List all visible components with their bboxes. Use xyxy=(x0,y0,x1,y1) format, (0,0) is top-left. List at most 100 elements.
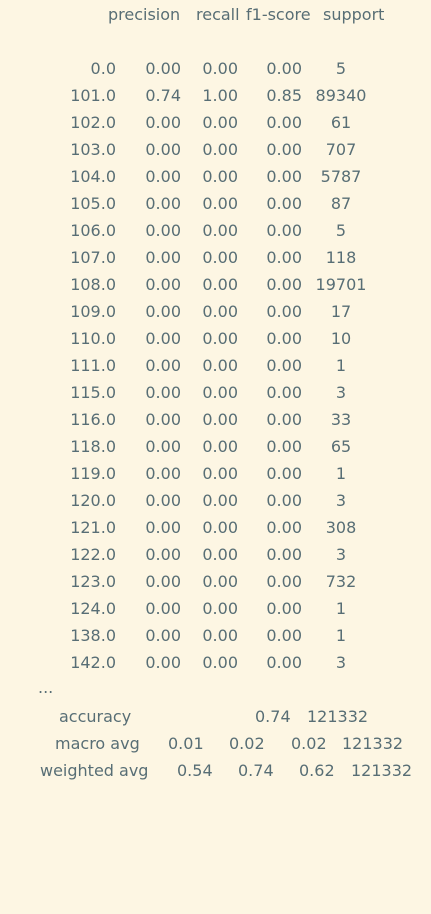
class-label: 124.0 xyxy=(70,599,116,618)
class-f1-score: 0.00 xyxy=(266,653,302,672)
class-label: 109.0 xyxy=(70,302,116,321)
class-f1-score: 0.00 xyxy=(266,113,302,132)
class-label: 123.0 xyxy=(70,572,116,591)
class-label: 108.0 xyxy=(70,275,116,294)
table-row: 142.0 0.00 0.00 0.00 3 xyxy=(0,652,431,674)
class-support: 118 xyxy=(325,248,357,267)
class-label: 106.0 xyxy=(70,221,116,240)
class-recall: 0.00 xyxy=(202,437,238,456)
class-recall: 0.00 xyxy=(202,518,238,537)
class-precision: 0.74 xyxy=(145,86,181,105)
class-label: 121.0 xyxy=(70,518,116,537)
class-f1-score: 0.00 xyxy=(266,437,302,456)
class-precision: 0.00 xyxy=(145,140,181,159)
class-recall: 0.00 xyxy=(202,653,238,672)
class-recall: 0.00 xyxy=(202,356,238,375)
class-f1-score: 0.00 xyxy=(266,356,302,375)
header-f1-score: f1-score xyxy=(246,5,311,24)
class-precision: 0.00 xyxy=(145,572,181,591)
table-row: 121.0 0.00 0.00 0.00 308 xyxy=(0,517,431,539)
weighted-avg-support: 121332 xyxy=(351,761,413,780)
macro-avg-support: 121332 xyxy=(342,734,404,753)
class-f1-score: 0.00 xyxy=(266,599,302,618)
class-f1-score: 0.00 xyxy=(266,572,302,591)
class-precision: 0.00 xyxy=(145,464,181,483)
class-support: 5 xyxy=(335,221,347,240)
class-label: 105.0 xyxy=(70,194,116,213)
class-support: 10 xyxy=(330,329,352,348)
weighted-avg-f1: 0.62 xyxy=(299,761,335,780)
macro-avg-f1: 0.02 xyxy=(291,734,327,753)
table-row: 107.0 0.00 0.00 0.00 118 xyxy=(0,247,431,269)
class-recall: 0.00 xyxy=(202,545,238,564)
class-precision: 0.00 xyxy=(145,383,181,402)
table-row: 138.0 0.00 0.00 0.00 1 xyxy=(0,625,431,647)
class-label: 118.0 xyxy=(70,437,116,456)
class-support: 3 xyxy=(335,383,347,402)
macro-avg-precision: 0.01 xyxy=(168,734,204,753)
class-recall: 0.00 xyxy=(202,491,238,510)
class-support: 1 xyxy=(335,626,347,645)
class-precision: 0.00 xyxy=(145,221,181,240)
class-recall: 0.00 xyxy=(202,599,238,618)
class-label: 116.0 xyxy=(70,410,116,429)
class-support: 5 xyxy=(335,59,347,78)
class-label: 111.0 xyxy=(70,356,116,375)
table-row: 102.0 0.00 0.00 0.00 61 xyxy=(0,112,431,134)
class-support: 61 xyxy=(330,113,352,132)
table-row: 108.0 0.00 0.00 0.00 19701 xyxy=(0,274,431,296)
class-precision: 0.00 xyxy=(145,599,181,618)
class-f1-score: 0.00 xyxy=(266,383,302,402)
macro-avg-recall: 0.02 xyxy=(229,734,265,753)
table-row: 115.0 0.00 0.00 0.00 3 xyxy=(0,382,431,404)
table-row: 110.0 0.00 0.00 0.00 10 xyxy=(0,328,431,350)
table-row: 109.0 0.00 0.00 0.00 17 xyxy=(0,301,431,323)
class-f1-score: 0.00 xyxy=(266,221,302,240)
class-recall: 0.00 xyxy=(202,59,238,78)
table-row: 104.0 0.00 0.00 0.00 5787 xyxy=(0,166,431,188)
class-recall: 0.00 xyxy=(202,275,238,294)
accuracy-row: accuracy 0.74 121332 xyxy=(0,706,431,728)
class-label: 115.0 xyxy=(70,383,116,402)
class-recall: 0.00 xyxy=(202,248,238,267)
class-precision: 0.00 xyxy=(145,491,181,510)
class-support: 1 xyxy=(335,356,347,375)
class-label: 107.0 xyxy=(70,248,116,267)
class-recall: 0.00 xyxy=(202,329,238,348)
weighted-avg-precision: 0.54 xyxy=(177,761,213,780)
class-precision: 0.00 xyxy=(145,59,181,78)
class-recall: 0.00 xyxy=(202,626,238,645)
class-label: 122.0 xyxy=(70,545,116,564)
class-support: 1 xyxy=(335,464,347,483)
class-precision: 0.00 xyxy=(145,167,181,186)
class-precision: 0.00 xyxy=(145,248,181,267)
class-support: 732 xyxy=(325,572,357,591)
table-row: 101.0 0.74 1.00 0.85 89340 xyxy=(0,85,431,107)
table-row: 105.0 0.00 0.00 0.00 87 xyxy=(0,193,431,215)
class-recall: 0.00 xyxy=(202,167,238,186)
class-label: 0.0 xyxy=(90,59,116,78)
class-support: 308 xyxy=(325,518,357,537)
table-row: 123.0 0.00 0.00 0.00 732 xyxy=(0,571,431,593)
class-recall: 0.00 xyxy=(202,140,238,159)
class-recall: 0.00 xyxy=(202,572,238,591)
header-row: precision recall f1-score support xyxy=(0,4,431,26)
table-row: 122.0 0.00 0.00 0.00 3 xyxy=(0,544,431,566)
class-support: 87 xyxy=(330,194,352,213)
table-row: 119.0 0.00 0.00 0.00 1 xyxy=(0,463,431,485)
class-support: 65 xyxy=(330,437,352,456)
class-label: 110.0 xyxy=(70,329,116,348)
class-precision: 0.00 xyxy=(145,653,181,672)
class-f1-score: 0.00 xyxy=(266,59,302,78)
accuracy-support: 121332 xyxy=(307,707,369,726)
class-label: 119.0 xyxy=(70,464,116,483)
weighted-avg-row: weighted avg 0.54 0.74 0.62 121332 xyxy=(0,760,431,782)
weighted-avg-label: weighted avg xyxy=(40,761,149,780)
class-precision: 0.00 xyxy=(145,302,181,321)
table-row: 111.0 0.00 0.00 0.00 1 xyxy=(0,355,431,377)
class-recall: 0.00 xyxy=(202,113,238,132)
accuracy-label: accuracy xyxy=(59,707,132,726)
class-recall: 0.00 xyxy=(202,194,238,213)
table-row: 106.0 0.00 0.00 0.00 5 xyxy=(0,220,431,242)
class-label: 103.0 xyxy=(70,140,116,159)
